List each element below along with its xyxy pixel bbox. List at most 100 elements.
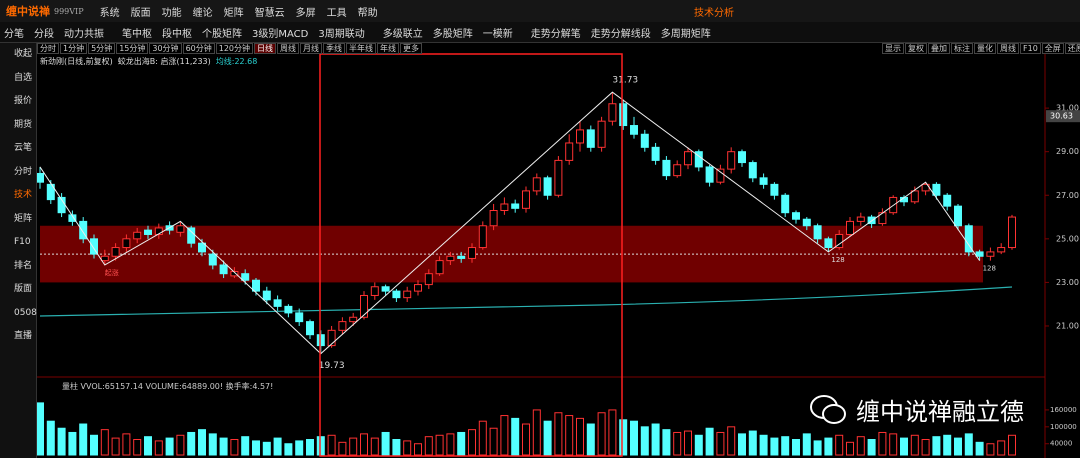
candle-body [802,218,811,227]
candle-body [576,129,584,144]
sidebar-item[interactable]: 分时 [14,166,33,177]
candle-body [403,290,412,299]
period-tab[interactable]: 年线 [377,43,400,54]
candle-body [198,242,206,253]
tool-tab[interactable]: 周线 [997,43,1019,54]
sidebar-item[interactable]: 0508 [14,307,37,318]
tool-button[interactable]: 动力共振 [64,28,104,40]
window-title: 技术分析 [694,7,734,19]
volume-bar [921,439,930,456]
volume-bar [511,417,520,456]
candle-body [327,329,336,347]
menu-item[interactable]: 工具 [326,7,347,19]
sidebar-item[interactable]: 排名 [14,260,33,271]
sidebar-item[interactable]: 技术 [14,190,33,200]
tool-tab[interactable]: 量化 [974,43,996,54]
candle-body [154,227,163,235]
sidebar-item[interactable]: 矩阵 [14,213,33,224]
volume-bar [273,437,282,456]
tool-button[interactable]: 3级别MACD [252,28,309,40]
sidebar-item[interactable]: 期货 [14,119,33,130]
volume-bar [964,433,973,456]
candle-body [273,299,282,307]
candle-body [964,225,973,253]
tool-tab[interactable]: 标注 [951,43,973,54]
period-tab[interactable]: 1分钟 [60,43,88,54]
period-tab[interactable]: 5分钟 [88,43,116,54]
candle-body [910,190,919,203]
tool-button[interactable]: 3周期联动 [318,28,365,40]
volume-bar [370,437,379,456]
volume-bar [846,441,854,456]
menu-item[interactable]: 矩阵 [223,7,244,19]
tool-button[interactable]: 多股矩阵 [432,28,473,40]
menu-item[interactable]: 多屏 [295,7,316,19]
period-tab[interactable]: 分时 [37,43,59,54]
period-tab[interactable]: 周线 [277,43,300,54]
tool-button[interactable]: 一模新 [482,28,513,40]
sidebar-item[interactable]: 直播 [14,331,33,341]
sidebar-item[interactable]: 自选 [14,72,33,83]
volume-bar [586,423,595,456]
tool-tab[interactable]: 全屏 [1041,43,1064,54]
menu-item[interactable]: 缠论 [192,7,213,19]
period-tab[interactable]: 30分钟 [149,43,182,54]
tool-button[interactable]: 多级联立 [382,28,423,40]
period-tab[interactable]: 季线 [323,43,346,54]
candle-body [824,238,833,249]
tool-tab[interactable]: 还原 [1064,43,1080,54]
volume-bar [889,433,898,456]
volume-bar [446,433,455,456]
tool-tab[interactable]: F10 [1020,43,1041,54]
volume-bar [349,437,358,456]
tool-button[interactable]: 走势分解线段 [590,28,651,40]
volume-bar [403,440,412,456]
menu-item[interactable]: 智慧云 [254,7,285,19]
candle-body [360,294,368,318]
candle-body [349,316,358,323]
tool-button[interactable]: 分段 [34,28,54,40]
volume-info: 量柱 VVOL:65157.14 VOLUME:64889.00! 换手率:4.… [62,382,274,391]
volume-bar [619,419,628,456]
volume-bar [986,443,995,456]
menu-item[interactable]: 版面 [130,7,151,19]
stock-name: 新劲刚(日线,前复权) [40,56,113,66]
candle-body [489,210,498,227]
tool-button[interactable]: 段中枢 [162,28,192,40]
tool-tab[interactable]: 复权 [905,43,927,54]
tool-tab[interactable]: 叠加 [928,43,950,54]
chart-tools: 显示 复权 叠加 标注 量化 周线 F10 全屏 还原 [882,43,1080,54]
candle-body [554,159,563,196]
volume-bar [392,439,401,456]
candle-body [813,225,822,240]
candle-body [79,220,88,240]
period-tab[interactable]: 日线 [254,43,277,54]
menu-item[interactable]: 系统 [99,7,120,19]
period-tab[interactable]: 120分钟 [215,43,254,54]
tool-button[interactable]: 笔中枢 [122,28,152,40]
volume-bar [424,436,433,456]
volume-bar [154,440,163,456]
period-tab[interactable]: 更多 [400,43,423,54]
sidebar-item[interactable]: 云笔 [14,143,33,153]
tool-tab[interactable]: 显示 [882,43,904,54]
sidebar-item[interactable]: F10 [14,237,31,247]
candle-body [435,260,444,275]
volume-bar [284,443,293,456]
menu-item[interactable]: 帮助 [357,7,378,19]
period-tab[interactable]: 月线 [300,43,323,54]
period-tab[interactable]: 半年线 [346,43,377,54]
period-tab[interactable]: 60分钟 [182,43,215,54]
sidebar-item[interactable]: 版面 [14,284,33,294]
edition: 999VIP [54,6,84,16]
sidebar-item[interactable]: 报价 [14,96,33,106]
sidebar-item[interactable]: 收起 [14,49,33,59]
tool-button[interactable]: 分笔 [4,28,24,40]
tool-button[interactable]: 走势分解笔 [530,28,581,40]
menu-item[interactable]: 功能 [161,7,182,19]
tool-button[interactable]: 多周期矩阵 [660,28,711,40]
period-tab[interactable]: 15分钟 [116,43,149,54]
candle-body [738,151,746,164]
tool-button[interactable]: 个股矩阵 [202,28,242,40]
